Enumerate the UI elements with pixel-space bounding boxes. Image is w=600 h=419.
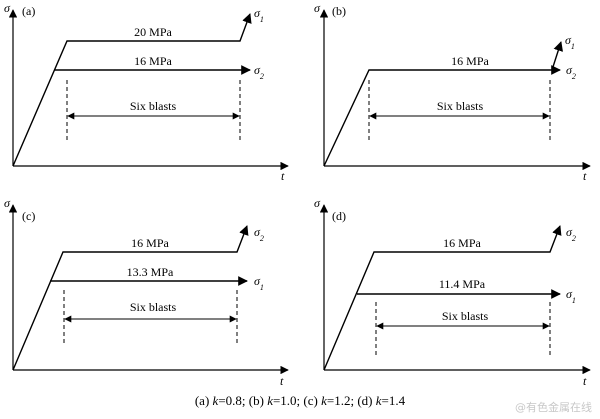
sigma1-path	[551, 41, 563, 71]
y-axis-label: σ	[4, 1, 11, 15]
upper-level-label: 20 MPa	[134, 25, 172, 39]
lower-level-label: 11.4 MPa	[439, 277, 486, 291]
sigma-label-lower: σ1	[566, 287, 576, 305]
common-path	[323, 69, 552, 167]
lower-level-label: 16 MPa	[134, 54, 172, 68]
sigma-label-lower: σ2	[566, 63, 576, 81]
panel-tag: (a)	[22, 4, 35, 18]
x-axis-label: t	[583, 169, 587, 183]
x-axis-label: t	[583, 374, 587, 388]
upper-level-label: 16 MPa	[443, 236, 481, 250]
sigma2-path	[12, 225, 249, 371]
sigma-label-upper: σ1	[254, 6, 264, 24]
panel-b: σ t (b) 16 MPa σ1 σ2 Six blasts	[314, 1, 591, 183]
panel-a: σ t (a) 20 MPa 16 MPa σ1 σ2 Six blasts	[4, 1, 289, 183]
x-axis-label: t	[281, 169, 285, 183]
watermark: @有色金属在线	[515, 401, 592, 414]
sigma2-path	[323, 225, 562, 371]
blast-span-label: Six blasts	[130, 99, 177, 113]
panel-tag: (b)	[332, 4, 346, 18]
sigma-label-upper: σ2	[254, 225, 264, 243]
blast-span-label: Six blasts	[437, 99, 484, 113]
lower-level-label: 13.3 MPa	[127, 265, 174, 279]
upper-level-label: 16 MPa	[131, 236, 169, 250]
y-axis-label: σ	[4, 196, 11, 210]
y-axis-label: σ	[314, 196, 321, 210]
panel-tag: (d)	[332, 209, 346, 223]
panel-tag: (c)	[22, 209, 35, 223]
blast-span-label: Six blasts	[442, 309, 489, 323]
panel-c: σ t (c) 16 MPa 13.3 MPa σ2 σ1 Six blasts	[4, 196, 289, 388]
sigma1-path	[12, 13, 252, 167]
sigma-label-upper: σ1	[565, 33, 575, 51]
sigma-label-lower: σ1	[254, 274, 264, 292]
blast-span-label: Six blasts	[130, 300, 177, 314]
figure-caption: (a) k=0.8; (b) k=1.0; (c) k=1.2; (d) k=1…	[194, 393, 406, 408]
sigma-label-lower: σ2	[254, 63, 264, 81]
level-label: 16 MPa	[451, 54, 489, 68]
y-axis-label: σ	[314, 1, 321, 15]
x-axis-label: t	[280, 374, 284, 388]
sigma-label-upper: σ2	[566, 225, 576, 243]
panel-d: σ t (d) 16 MPa 11.4 MPa σ2 σ1 Six blasts	[314, 196, 591, 388]
